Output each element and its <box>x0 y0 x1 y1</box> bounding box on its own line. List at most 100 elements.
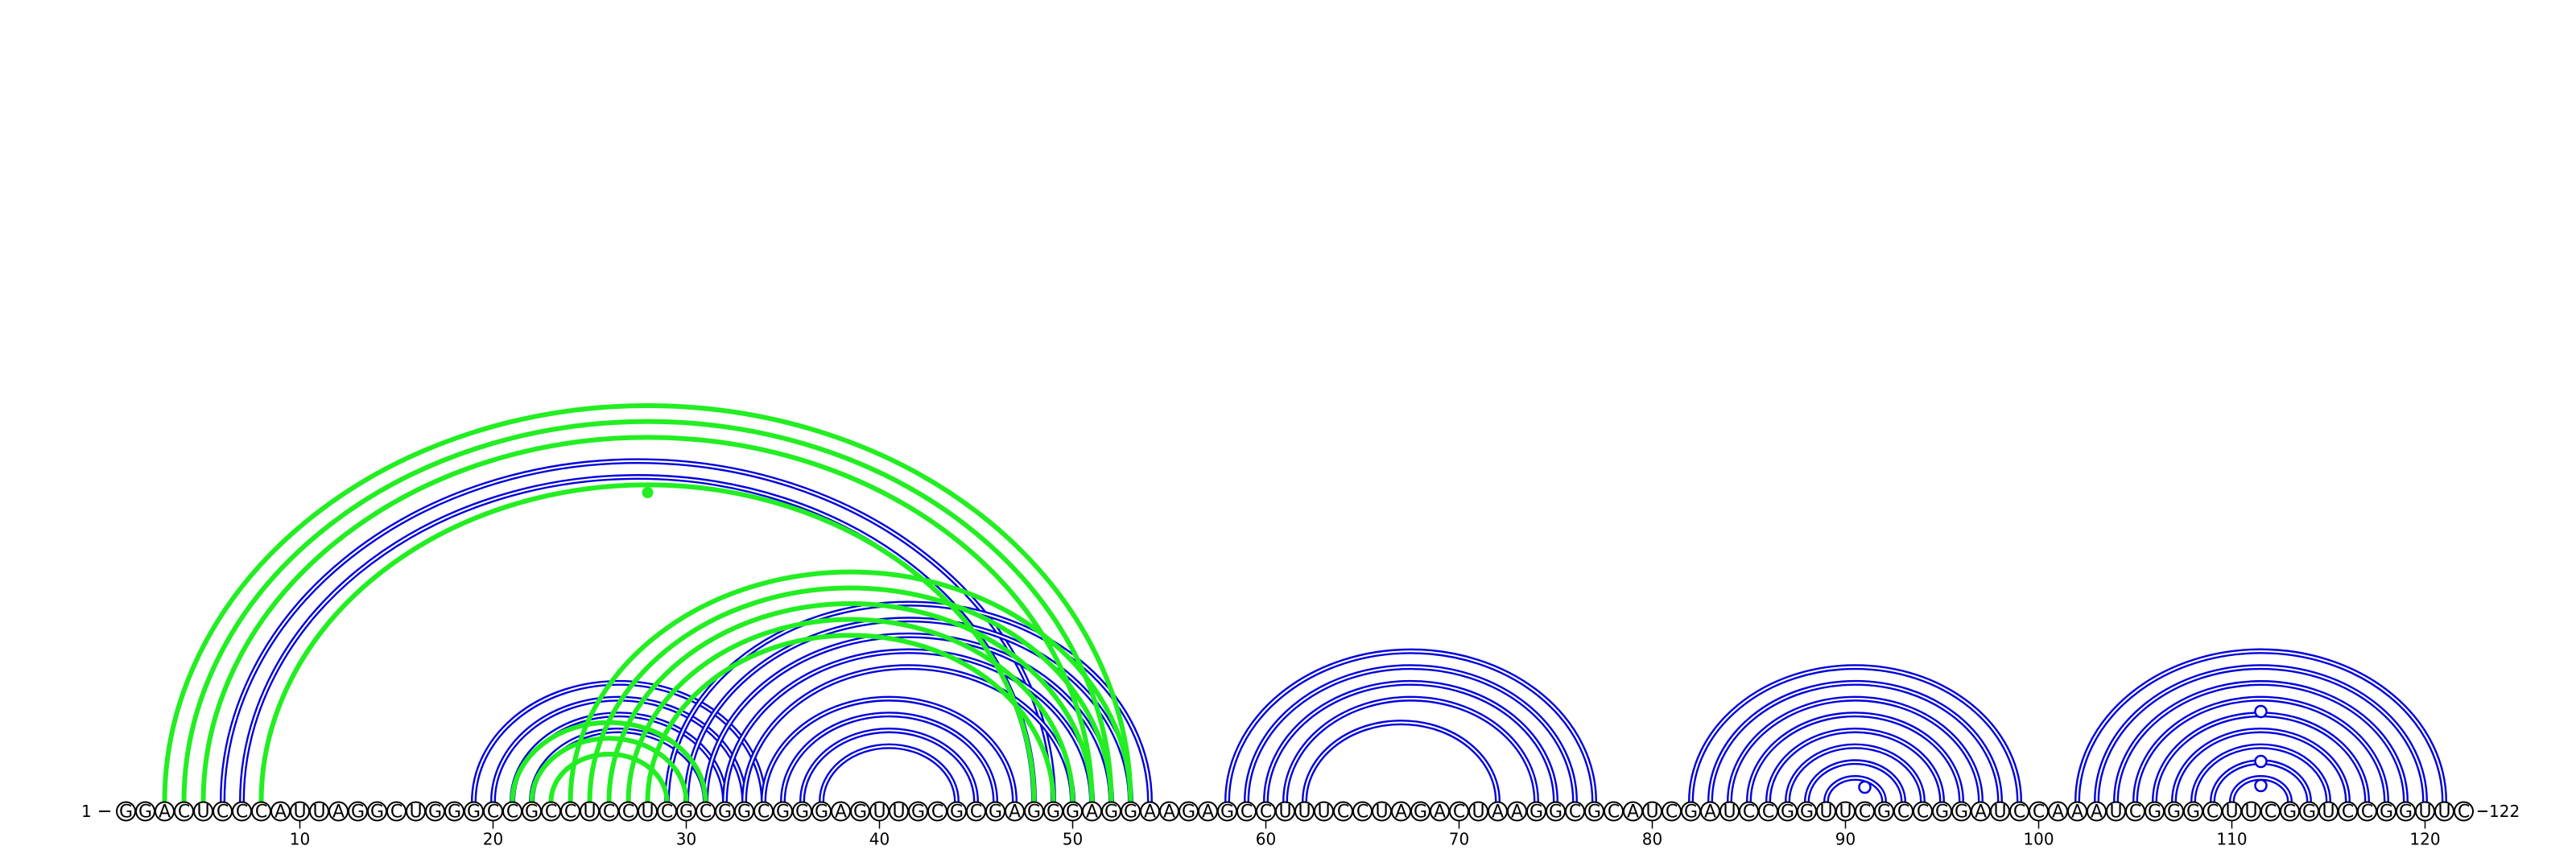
green-arc <box>200 435 1095 802</box>
nucleotide-letter: G <box>1781 802 1794 823</box>
green-arc <box>181 419 1114 802</box>
blue-arc-outer <box>1823 775 1887 802</box>
nucleotide-letter: C <box>2342 802 2354 823</box>
nucleotide-letter: G <box>2186 802 2200 823</box>
green-arc <box>625 617 1075 802</box>
nucleotide-letter: U <box>2225 802 2238 823</box>
blue-arc-pair <box>1302 720 1501 802</box>
blue-arc-gap <box>1284 697 1538 802</box>
nucleotide-letter: C <box>1762 802 1774 823</box>
blue-arc-pair <box>1804 759 1906 802</box>
nucleotide-letter: G <box>1587 802 1601 823</box>
nucleotide-letter: C <box>2458 802 2470 823</box>
nucleotide-letter: C <box>217 802 229 823</box>
nucleotide-letter: U <box>293 802 306 823</box>
tick-label: 90 <box>1835 830 1856 849</box>
nucleotide-letter: C <box>1897 802 1909 823</box>
tick-label: 30 <box>676 830 696 849</box>
tick-label: 40 <box>869 830 890 849</box>
blue-bulge-circle <box>2254 704 2268 719</box>
nucleotide-letter: U <box>873 802 886 823</box>
nucleotide-letter: A <box>1144 802 1156 823</box>
nucleotide-letter: G <box>718 802 732 823</box>
blue-arc-pair <box>1263 679 1558 802</box>
nucleotide-letter: C <box>700 802 712 823</box>
blue-arc-gap <box>743 666 1074 802</box>
nucleotide-letter: C <box>564 802 576 823</box>
nucleotide-letter: G <box>1549 802 1563 823</box>
nucleotide-letter: G <box>795 802 809 823</box>
nucleotide-letter: G <box>1955 802 1968 823</box>
blue-arc-pair <box>722 648 1095 802</box>
nucleotide-letter: G <box>989 802 1002 823</box>
green-arc <box>548 751 670 802</box>
blue-arc-pair <box>2094 664 2428 802</box>
nucleotide-letter: U <box>641 802 654 823</box>
nucleotide-letter: A <box>2071 802 2083 823</box>
blue-arc-pair <box>799 727 979 802</box>
blue-arc-pair <box>1282 695 1539 802</box>
nucleotide-letter: A <box>1086 802 1098 823</box>
blue-arc-pair <box>2171 727 2351 802</box>
tick-label: 70 <box>1449 830 1469 849</box>
nucleotide-letter: C <box>1337 802 1349 823</box>
nucleotide-letter: C <box>2033 802 2045 823</box>
blue-arc-gap <box>782 713 997 802</box>
blue-arc-gap <box>1825 777 1885 802</box>
nucleotide-letter: U <box>1723 802 1736 823</box>
blue-arc-gap <box>820 745 958 802</box>
blue-arc-gap <box>1226 650 1596 802</box>
tick-label: 20 <box>483 830 503 849</box>
nucleotide-letter: G <box>2399 802 2413 823</box>
nucleotide-letter: G <box>1046 802 1060 823</box>
blue-arc-gap <box>1709 682 2001 802</box>
tick-label: 100 <box>2023 830 2054 849</box>
blue-arc-pair <box>2190 743 2331 802</box>
nucleotide-letter: C <box>178 802 190 823</box>
blue-arc-outer <box>1224 648 1597 802</box>
blue-arcs-group <box>220 458 2447 802</box>
nucleotide-letter: C <box>622 802 634 823</box>
blue-arc-gap <box>2095 666 2426 802</box>
nucleotide-letter: A <box>1492 802 1504 823</box>
nucleotide-letter: C <box>545 802 557 823</box>
blue-arc-outer <box>1765 727 1945 802</box>
nucleotide-letter: C <box>506 802 518 823</box>
blue-arc-gap <box>1786 745 1924 802</box>
nucleotide-letter: A <box>1704 802 1716 823</box>
nucleotide-letter: U <box>2418 802 2431 823</box>
blue-arc-pair <box>2113 679 2409 802</box>
nucleotide-letter: G <box>2283 802 2297 823</box>
start-label: 1 <box>81 802 92 821</box>
blue-arc-gap <box>2173 729 2349 802</box>
blue-arc-gap <box>2192 745 2330 802</box>
nucleotide-letter: U <box>1317 802 1330 823</box>
nucleotide-letter: G <box>2380 802 2393 823</box>
nucleotide-letter: G <box>138 802 152 823</box>
blue-arc-gap <box>1748 713 1963 802</box>
blue-arc-gap <box>724 650 1093 802</box>
nucleotide-letter: A <box>275 802 287 823</box>
nucleotide-letter: C <box>236 802 248 823</box>
nucleotide-letter: C <box>1453 802 1465 823</box>
blue-arc-outer <box>1804 759 1906 802</box>
nucleotide-letter: C <box>1608 802 1620 823</box>
nucleotide-letter: G <box>737 802 751 823</box>
nucleotide-letter: G <box>1220 802 1234 823</box>
nucleotide-circle <box>2454 801 2474 822</box>
nucleotide-letter: U <box>2244 802 2257 823</box>
nucleotide-letter: C <box>2361 802 2373 823</box>
nucleotide-letter: G <box>679 802 693 823</box>
blue-bulge-circle <box>1858 780 1872 794</box>
blue-arc-gap <box>2115 682 2407 802</box>
nucleotide-letter: C <box>1260 802 1272 823</box>
nucleotide-letter: G <box>1027 802 1041 823</box>
green-arc <box>162 403 1133 802</box>
nucleotide-letter: G <box>1877 802 1891 823</box>
blue-arc-gap <box>1265 682 1557 802</box>
nucleotide-letter: G <box>950 802 964 823</box>
nucleotide-letter: C <box>661 802 673 823</box>
blue-arc-gap <box>1245 666 1576 802</box>
nucleotide-letter: C <box>1917 802 1929 823</box>
